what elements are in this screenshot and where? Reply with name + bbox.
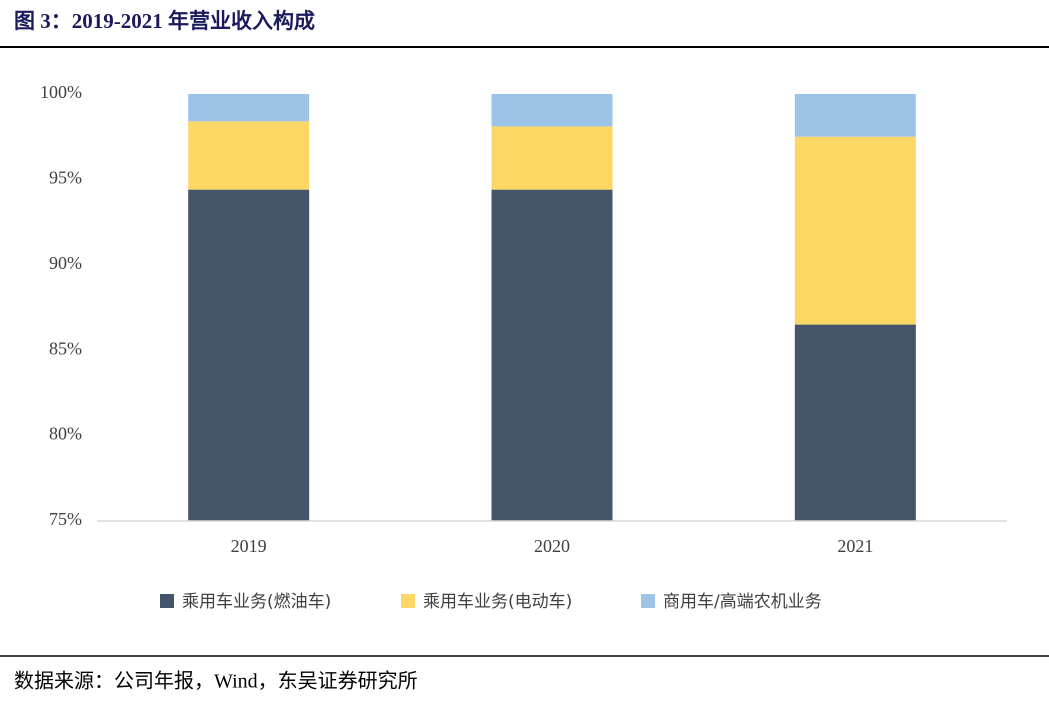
y-tick-label: 100% xyxy=(40,82,82,102)
bar-segment xyxy=(491,126,613,190)
bar-segment xyxy=(188,94,310,122)
legend-label: 乘用车业务(电动车) xyxy=(423,592,572,612)
legend-swatch xyxy=(160,594,174,608)
y-tick-label: 90% xyxy=(49,253,82,273)
chart-title: 图 3：2019-2021 年营业收入构成 xyxy=(14,9,315,33)
bar-segment xyxy=(794,136,916,325)
bar-segment xyxy=(491,189,613,521)
x-tick-label: 2021 xyxy=(837,536,873,556)
y-tick-label: 75% xyxy=(49,509,82,529)
y-tick-label: 85% xyxy=(49,338,82,358)
legend-label: 商用车/高端农机业务 xyxy=(663,592,822,612)
legend-label: 乘用车业务(燃油车) xyxy=(182,592,331,612)
legend-swatch xyxy=(641,594,655,608)
x-tick-label: 2019 xyxy=(231,536,267,556)
bar-segment xyxy=(188,189,310,521)
bar-segment xyxy=(188,121,310,190)
bar-segment xyxy=(491,94,613,127)
legend-swatch xyxy=(401,594,415,608)
source-note: 数据来源：公司年报，Wind，东吴证券研究所 xyxy=(14,670,418,693)
y-tick-label: 80% xyxy=(49,424,82,444)
bar-segment xyxy=(794,94,916,137)
bar-segment xyxy=(794,324,916,521)
y-tick-label: 95% xyxy=(49,168,82,188)
x-tick-label: 2020 xyxy=(534,536,570,556)
